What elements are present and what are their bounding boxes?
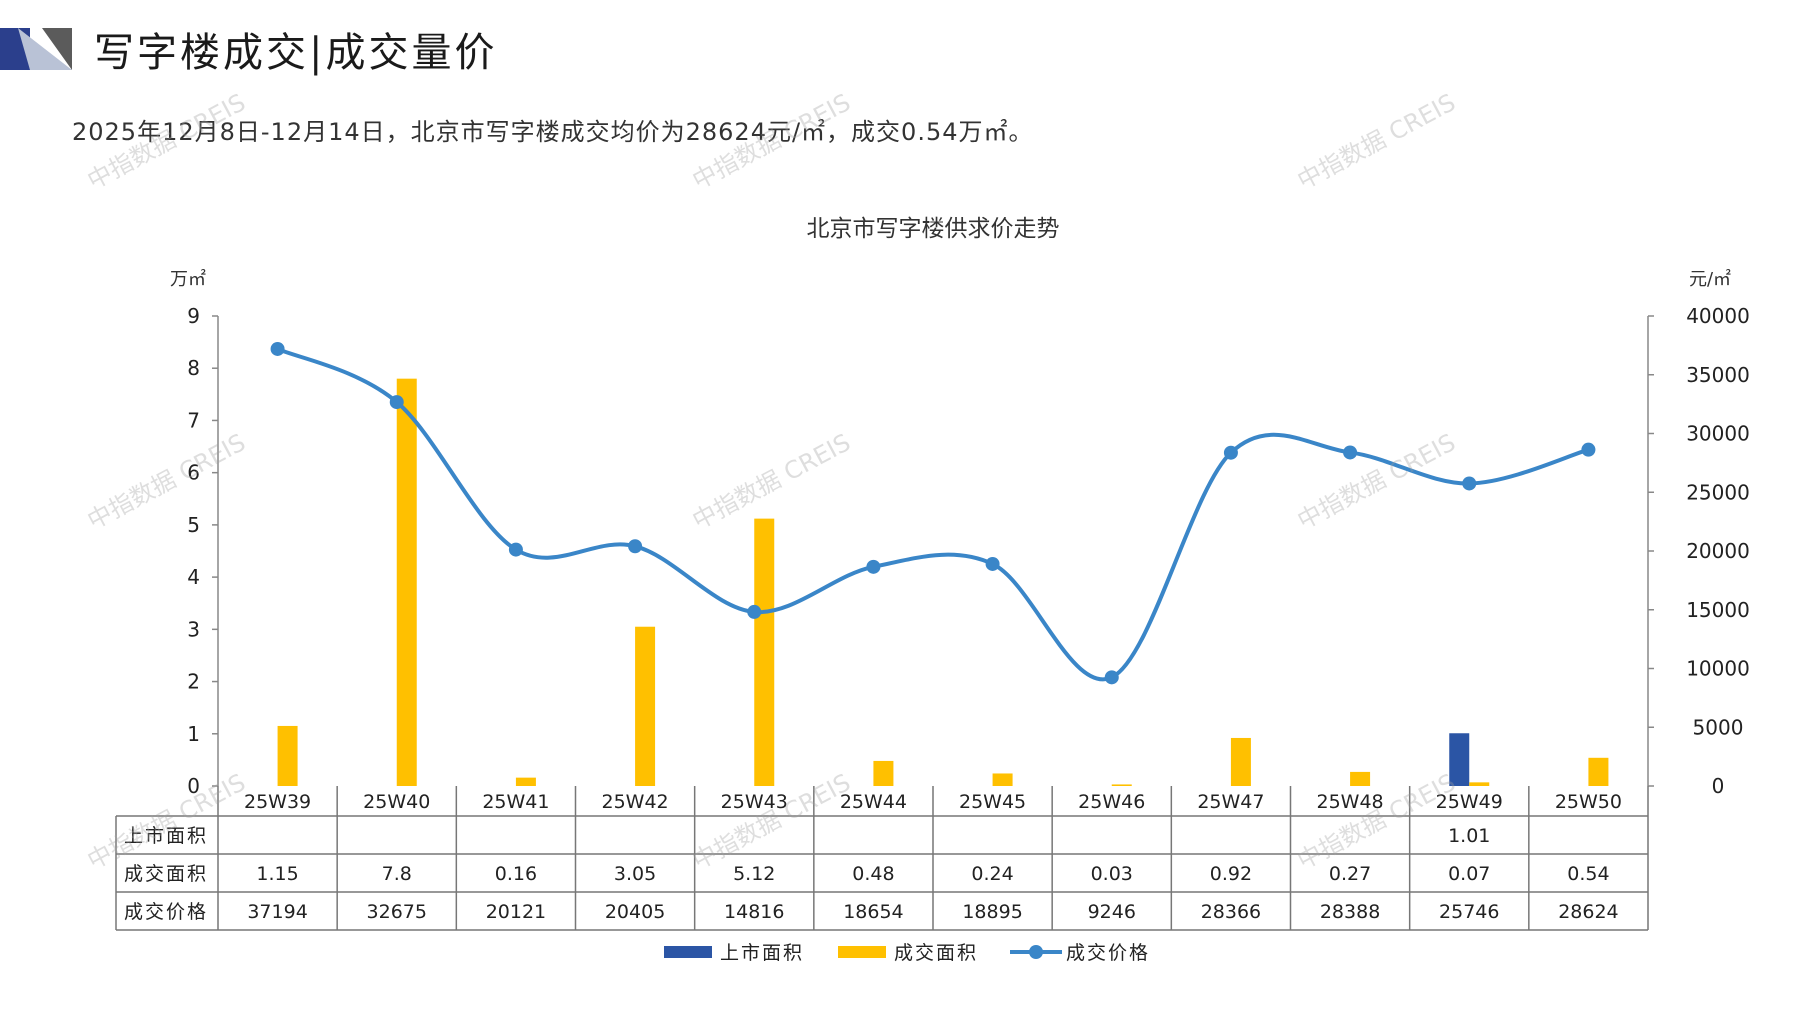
x-tick-label: 25W42 [602, 791, 669, 813]
price-point [1462, 476, 1477, 491]
legend-swatch [1029, 945, 1043, 959]
table-row-header: 成交价格 [124, 901, 208, 923]
price-line [276, 347, 1589, 682]
bar-traded-area [992, 773, 1013, 786]
table-row-header: 成交面积 [124, 863, 208, 885]
x-tick-label: 25W46 [1078, 791, 1145, 813]
x-tick-label: 25W49 [1436, 791, 1503, 813]
x-tick-label: 25W41 [482, 791, 549, 813]
y2-tick-label: 10000 [1686, 657, 1750, 681]
bar-traded-area [515, 777, 536, 786]
y2-tick-label: 20000 [1686, 539, 1750, 563]
bar-traded-area [1111, 784, 1132, 786]
data-label: 32675 [367, 901, 427, 923]
page-title: 写字楼成交|成交量价 [94, 30, 498, 76]
y-axis-label: 万㎡ [170, 268, 206, 290]
price-point [747, 604, 762, 619]
data-label: 25746 [1439, 901, 1499, 923]
bar-traded-area [635, 626, 656, 786]
data-label: 37194 [247, 901, 307, 923]
bar-traded-area [754, 518, 775, 786]
price-point [389, 395, 404, 410]
bar-traded-area [1469, 782, 1490, 786]
data-label: 1.01 [1448, 825, 1490, 847]
price-point [1343, 445, 1358, 460]
data-label: 0.07 [1448, 863, 1490, 885]
bar-traded-area [396, 378, 417, 786]
y2-tick-label: 5000 [1693, 715, 1744, 739]
y-tick-label: 1 [187, 722, 200, 746]
price-point [628, 539, 643, 554]
legend-swatch [838, 946, 886, 958]
legend-label: 上市面积 [720, 942, 804, 964]
x-tick-label: 25W48 [1317, 791, 1384, 813]
data-label: 1.15 [256, 863, 298, 885]
data-label: 20121 [486, 901, 546, 923]
price-point [508, 542, 523, 557]
y-tick-label: 3 [187, 617, 200, 641]
y2-tick-label: 15000 [1686, 598, 1750, 622]
x-tick-label: 25W44 [840, 791, 907, 813]
bar-traded-area [277, 725, 298, 786]
data-label: 7.8 [382, 863, 412, 885]
legend-label: 成交面积 [894, 942, 978, 964]
x-tick-label: 25W39 [244, 791, 311, 813]
data-label: 14816 [724, 901, 784, 923]
price-point [985, 556, 1000, 571]
bar-traded-area [1588, 757, 1609, 786]
data-label: 0.92 [1210, 863, 1252, 885]
data-label: 0.54 [1567, 863, 1609, 885]
x-tick-label: 25W47 [1197, 791, 1264, 813]
bar-listed-area [1449, 733, 1470, 786]
price-point [1223, 445, 1238, 460]
legend-label: 成交价格 [1066, 942, 1150, 964]
data-label: 0.16 [495, 863, 537, 885]
y-tick-label: 0 [187, 774, 200, 798]
legend-swatch [664, 946, 712, 958]
data-label: 18895 [962, 901, 1022, 923]
price-point [866, 559, 881, 574]
y2-tick-label: 0 [1712, 774, 1725, 798]
table-row-header: 上市面积 [124, 825, 208, 847]
y-tick-label: 6 [187, 461, 200, 485]
data-label: 20405 [605, 901, 665, 923]
data-label: 5.12 [733, 863, 775, 885]
y-tick-label: 9 [187, 304, 200, 328]
data-label: 28388 [1320, 901, 1380, 923]
price-point [270, 341, 285, 356]
y-tick-label: 7 [187, 408, 200, 432]
y-tick-label: 5 [187, 513, 200, 537]
data-label: 0.27 [1329, 863, 1371, 885]
data-label: 9246 [1088, 901, 1136, 923]
chart-title: 北京市写字楼供求价走势 [807, 216, 1060, 242]
x-tick-label: 25W45 [959, 791, 1026, 813]
data-label: 28624 [1558, 901, 1618, 923]
y2-tick-label: 25000 [1686, 480, 1750, 504]
data-label: 18654 [843, 901, 903, 923]
y2-tick-label: 40000 [1686, 304, 1750, 328]
data-label: 0.03 [1091, 863, 1133, 885]
y-tick-label: 4 [187, 565, 200, 589]
y2-axis-label: 元/㎡ [1689, 268, 1731, 290]
y-tick-label: 2 [187, 670, 200, 694]
bar-traded-area [1350, 771, 1371, 786]
y2-tick-label: 35000 [1686, 363, 1750, 387]
data-label: 0.48 [852, 863, 894, 885]
x-tick-label: 25W50 [1555, 791, 1622, 813]
page-subtitle: 2025年12月8日-12月14日，北京市写字楼成交均价为28624元/㎡，成交… [72, 118, 1034, 146]
bar-traded-area [873, 760, 894, 786]
x-tick-label: 25W40 [363, 791, 430, 813]
x-tick-label: 25W43 [721, 791, 788, 813]
data-label: 28366 [1201, 901, 1261, 923]
brand-logo-icon [0, 28, 72, 70]
bar-traded-area [1230, 737, 1251, 786]
data-label: 3.05 [614, 863, 656, 885]
y2-tick-label: 30000 [1686, 422, 1750, 446]
price-point [1104, 670, 1119, 685]
data-label: 0.24 [971, 863, 1013, 885]
price-point [1581, 442, 1596, 457]
y-tick-label: 8 [187, 356, 200, 380]
